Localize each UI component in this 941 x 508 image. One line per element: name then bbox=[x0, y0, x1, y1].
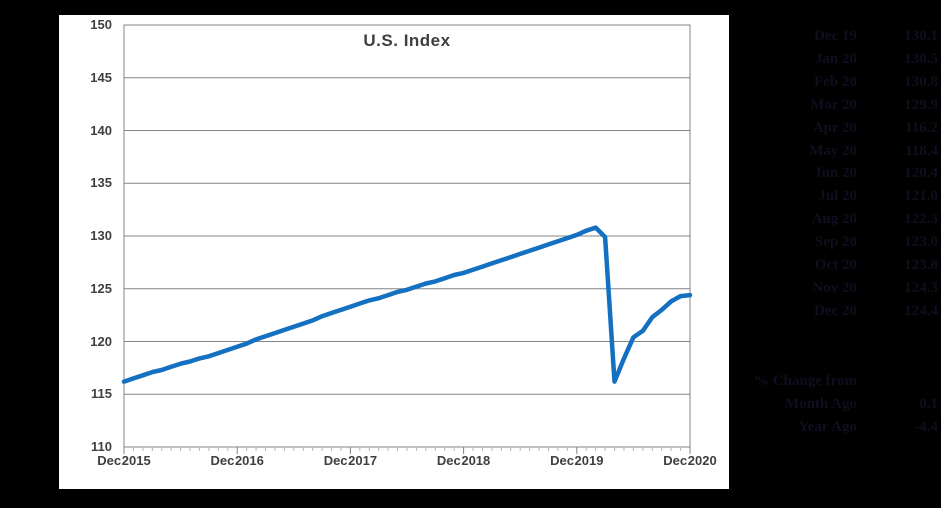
table-row: Feb 20 130.8 bbox=[740, 71, 938, 93]
table-row: Oct 20 123.8 bbox=[740, 254, 938, 276]
row-label: Month Ago bbox=[784, 396, 857, 412]
row-label: Apr 20 bbox=[812, 119, 857, 136]
row-label: May 20 bbox=[809, 142, 857, 159]
row-label: Sep 20 bbox=[814, 234, 857, 251]
table-row: Month Ago 0.1 bbox=[740, 393, 938, 415]
row-label: Nov 20 bbox=[812, 279, 857, 296]
row-label: Oct 20 bbox=[814, 257, 857, 273]
row-value: 130.1 bbox=[904, 28, 938, 44]
x-axis-tick-label: Dec 2019 bbox=[550, 453, 604, 468]
row-value: 120.4 bbox=[904, 165, 938, 182]
y-axis-tick-label: 130 bbox=[90, 228, 112, 243]
table-row: Sep 20 123.0 bbox=[740, 231, 938, 253]
y-axis-tick-label: 140 bbox=[90, 122, 112, 138]
table-row: Mar 20 129.9 bbox=[740, 94, 938, 116]
table-row: Aug 20 122.3 bbox=[740, 208, 938, 230]
table-row: Dec 19 130.1 bbox=[740, 25, 938, 47]
row-value: 130.5 bbox=[904, 50, 938, 67]
x-axis-tick-label: Dec 2015 bbox=[97, 453, 151, 468]
row-value: 129.9 bbox=[904, 96, 938, 113]
row-label: Mar 20 bbox=[810, 96, 857, 113]
table-row: Jan 20 130.5 bbox=[740, 48, 938, 70]
row-label: Aug 20 bbox=[811, 211, 857, 228]
y-axis-tick-label: 115 bbox=[91, 386, 112, 402]
chart-panel bbox=[59, 15, 729, 489]
row-value: 116.2 bbox=[905, 119, 938, 136]
table-row: Jul 20 121.0 bbox=[740, 185, 938, 207]
row-label: Dec 20 bbox=[814, 302, 857, 319]
row-value: 124.3 bbox=[904, 279, 938, 296]
percent-change-header: % Change from bbox=[753, 373, 857, 389]
row-label: Jun 20 bbox=[814, 165, 857, 182]
y-axis-tick-label: 120 bbox=[90, 333, 112, 349]
row-label: Jul 20 bbox=[818, 188, 857, 205]
row-value: 124.4 bbox=[904, 302, 938, 319]
table-row: Apr 20 116.2 bbox=[740, 117, 938, 139]
table-row: Jun 20 120.4 bbox=[740, 162, 938, 184]
y-axis-tick-label: 125 bbox=[90, 280, 112, 296]
x-axis-tick-label: Dec 2017 bbox=[323, 453, 378, 468]
chart-title: U.S. Index bbox=[363, 31, 451, 50]
y-axis-tick-label: 145 bbox=[90, 69, 112, 85]
table-row: May 20 118.4 bbox=[740, 140, 938, 162]
row-value: 123.0 bbox=[904, 234, 938, 251]
row-value: 118.4 bbox=[905, 142, 938, 159]
y-axis-tick-label: 150 bbox=[90, 17, 112, 32]
table-row: Dec 20 124.4 bbox=[740, 300, 938, 322]
row-value: 122.3 bbox=[904, 211, 938, 228]
row-value: 0.1 bbox=[919, 396, 938, 412]
y-axis-tick-label: 110 bbox=[91, 439, 112, 454]
row-value: 123.8 bbox=[904, 257, 938, 273]
row-value: 121.0 bbox=[904, 188, 938, 205]
x-axis-tick-label: Dec 2020 bbox=[663, 453, 717, 468]
row-label: Year Ago bbox=[798, 419, 857, 435]
row-value: 130.8 bbox=[904, 73, 938, 90]
row-label: Dec 19 bbox=[814, 28, 857, 44]
table-row: Year Ago -4.4 bbox=[740, 416, 938, 438]
row-label: Jan 20 bbox=[814, 50, 857, 67]
x-axis-tick-label: Dec 2016 bbox=[210, 453, 264, 468]
row-value: -4.4 bbox=[914, 419, 938, 435]
table-row: Nov 20 124.3 bbox=[740, 277, 938, 299]
x-axis-tick-label: Dec 2018 bbox=[436, 453, 491, 468]
row-label: Feb 20 bbox=[814, 73, 857, 90]
y-axis-tick-label: 135 bbox=[90, 175, 112, 191]
